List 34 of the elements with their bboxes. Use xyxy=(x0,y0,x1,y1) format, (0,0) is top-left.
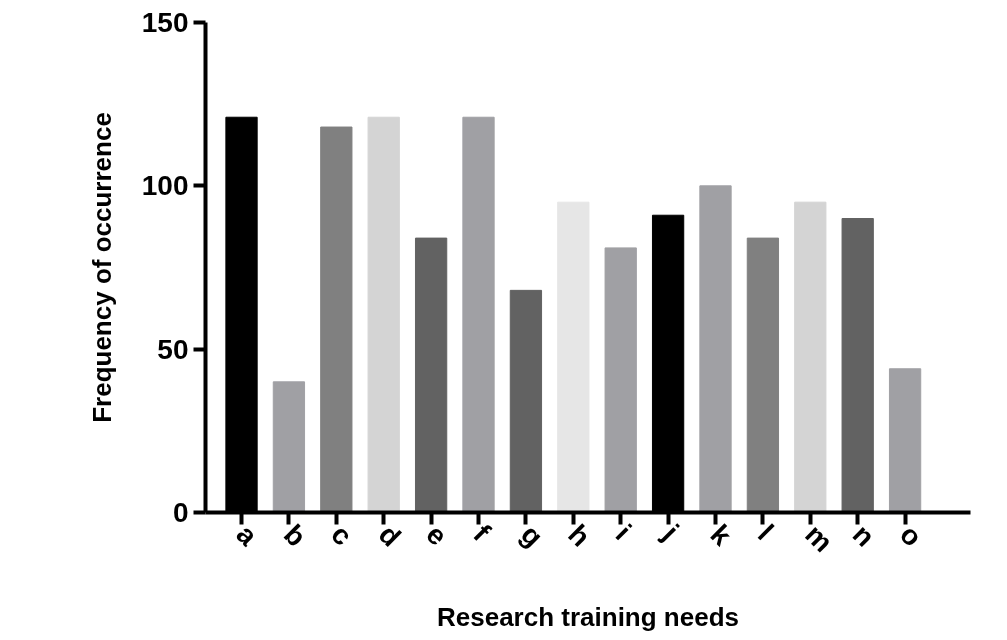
bar xyxy=(557,201,590,513)
bar xyxy=(699,185,732,513)
bar xyxy=(841,218,874,513)
x-tick-label: g xyxy=(514,518,549,553)
x-tick-label: h xyxy=(562,518,597,553)
bar xyxy=(509,289,543,513)
x-tick-label: k xyxy=(704,518,738,552)
bar xyxy=(272,381,306,513)
bar xyxy=(604,247,637,513)
x-tick-label: c xyxy=(325,518,359,552)
y-tick-label: 50 xyxy=(157,333,189,365)
y-tick-label: 100 xyxy=(141,170,189,202)
bar xyxy=(414,237,448,513)
bar xyxy=(888,368,922,513)
bar xyxy=(367,116,400,513)
bar xyxy=(746,237,780,513)
bar xyxy=(462,116,495,513)
x-tick-label: l xyxy=(751,518,780,546)
y-tick-label: 150 xyxy=(141,7,189,38)
x-tick-label: d xyxy=(372,518,407,553)
x-tick-label: j xyxy=(656,517,685,546)
x-tick-label: o xyxy=(894,518,929,553)
x-tick-label: f xyxy=(467,518,497,548)
y-tick-label: 0 xyxy=(172,497,189,528)
x-tick-label: n xyxy=(846,518,881,553)
bar xyxy=(320,126,353,513)
y-axis-title: Frequency of occurrence xyxy=(86,112,117,423)
x-tick-label: e xyxy=(420,518,454,552)
x-tick-label: i xyxy=(609,518,638,546)
bar xyxy=(794,201,827,513)
x-tick-label: m xyxy=(799,518,839,559)
x-tick-label: b xyxy=(277,518,312,553)
x-tick-label: a xyxy=(230,518,264,552)
x-axis-title: Research training needs xyxy=(437,602,739,633)
